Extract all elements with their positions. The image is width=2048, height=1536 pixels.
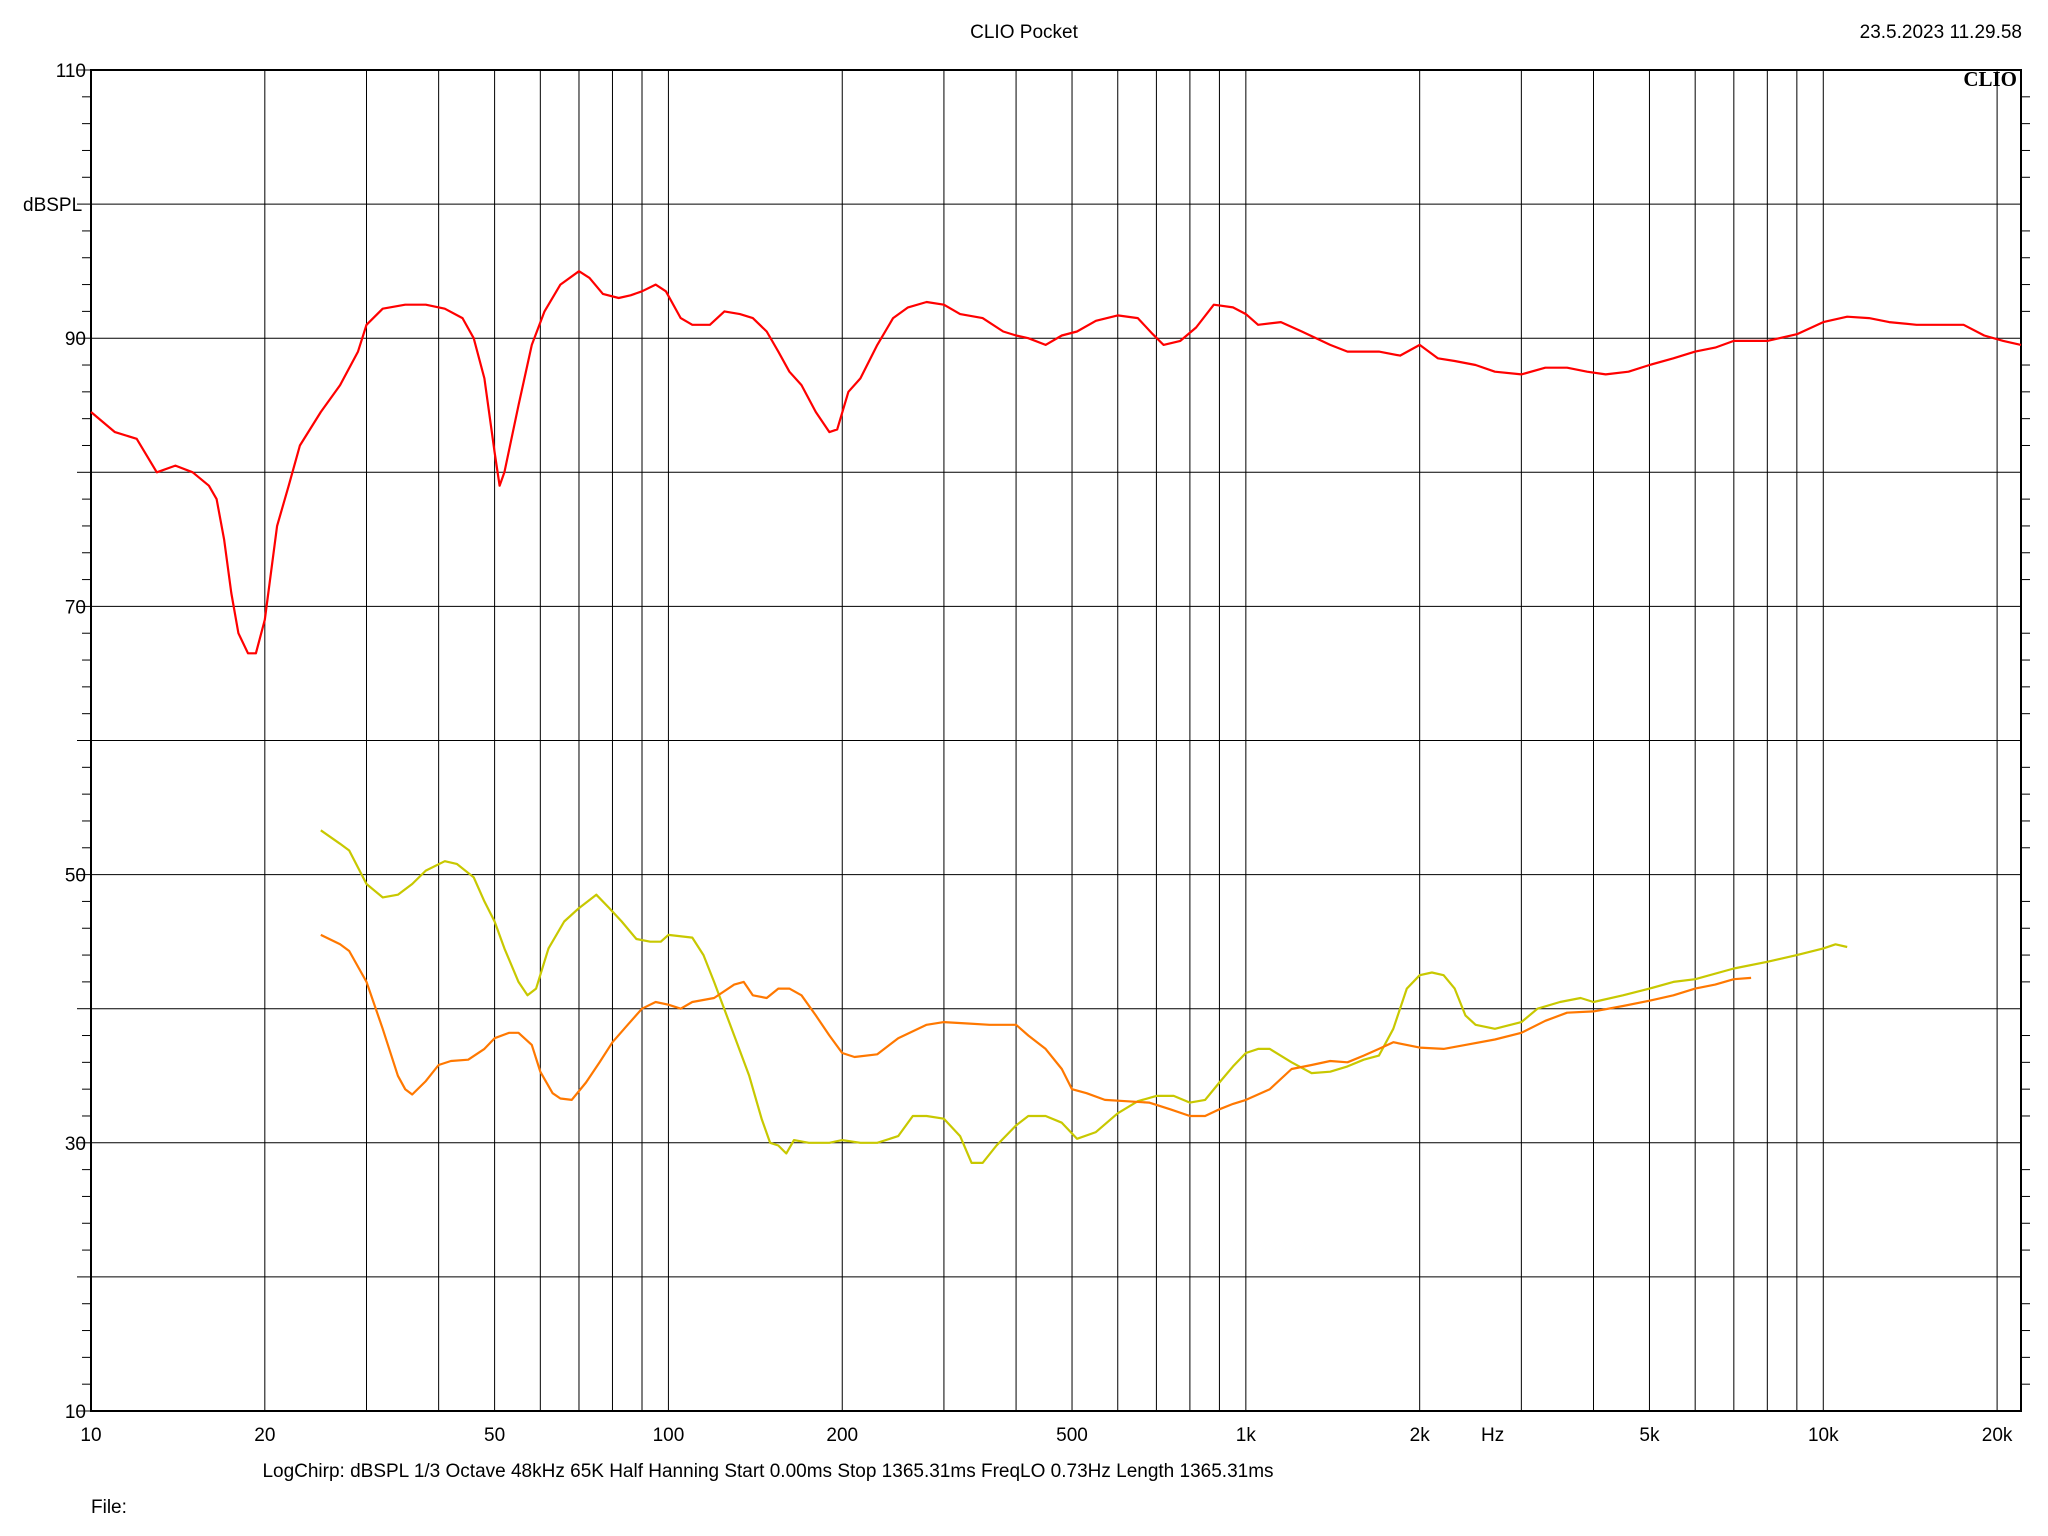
x-tick-label: 50 xyxy=(484,1425,505,1446)
y-tick-label: 10 xyxy=(65,1402,86,1423)
x-tick-label: 2k xyxy=(1410,1425,1431,1446)
x-tick-label: 200 xyxy=(826,1425,858,1446)
minor-ticks xyxy=(77,69,2030,1412)
clio-logo: CLIO xyxy=(1963,67,2017,91)
traces xyxy=(90,270,2022,1164)
y-tick-label: 110 xyxy=(56,61,86,82)
trace-2 xyxy=(320,829,1848,1164)
plot-frame xyxy=(90,69,2022,1412)
x-tick-label: 1k xyxy=(1236,1425,1257,1446)
x-tick-label: 20k xyxy=(1982,1425,2013,1446)
file-label: File: xyxy=(91,1497,127,1518)
grid-lines xyxy=(91,70,2021,1411)
x-tick-label: 10 xyxy=(80,1425,101,1446)
x-axis-label: Hz xyxy=(1481,1425,1504,1446)
y-tick-label: 30 xyxy=(65,1134,86,1155)
timestamp: 23.5.2023 11.29.58 xyxy=(1859,22,2022,43)
x-tick-label: 5k xyxy=(1639,1425,1660,1446)
y-tick-label: 70 xyxy=(65,597,86,618)
measurement-settings: LogChirp: dBSPL 1/3 Octave 48kHz 65K Hal… xyxy=(262,1461,1274,1482)
x-tick-label: 10k xyxy=(1808,1425,1839,1446)
y-axis-tick-labels: 10 30 50 70 90 110 xyxy=(56,61,86,1423)
chart-title: CLIO Pocket xyxy=(970,22,1078,43)
y-tick-label: 50 xyxy=(65,866,86,887)
trace-1 xyxy=(90,270,2022,655)
trace-3 xyxy=(320,933,1752,1118)
x-tick-label: 500 xyxy=(1056,1425,1088,1446)
x-tick-label: 100 xyxy=(653,1425,685,1446)
y-tick-label: 90 xyxy=(65,329,86,350)
y-axis-label: dBSPL xyxy=(23,195,82,216)
x-axis-tick-labels: 10 20 50 100 200 500 1k 2k 5k 10k 20k xyxy=(80,1425,2012,1446)
x-tick-label: 20 xyxy=(254,1425,275,1446)
